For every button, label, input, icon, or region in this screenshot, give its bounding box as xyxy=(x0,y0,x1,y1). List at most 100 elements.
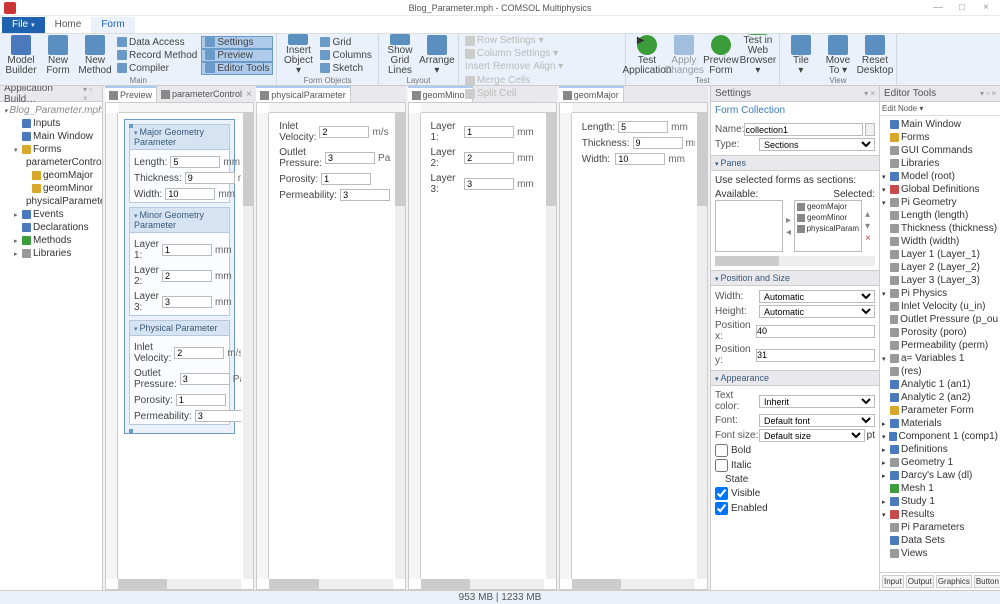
move-up-icon[interactable]: ▴ xyxy=(865,209,871,220)
form-canvas[interactable]: Length:mmThickness:mmWidth:mm xyxy=(559,102,708,590)
pos-header[interactable]: Position and Size xyxy=(711,270,879,286)
pos-select[interactable]: Automatic xyxy=(759,305,875,318)
tree-item[interactable]: Inputs xyxy=(2,117,100,130)
editor-tree-item[interactable]: Permeability (perm) xyxy=(882,339,998,352)
list-item[interactable]: geomMinor xyxy=(795,212,861,223)
minimize-icon[interactable]: — xyxy=(928,2,948,13)
new-method-button[interactable]: NewMethod xyxy=(77,34,113,76)
tree-item[interactable]: ▾Forms xyxy=(2,143,100,156)
app-select[interactable]: Default font xyxy=(759,414,875,427)
field-input[interactable] xyxy=(325,152,375,164)
model-builder-button[interactable]: ModelBuilder xyxy=(3,34,39,76)
settings-button[interactable]: Settings xyxy=(201,36,273,49)
tree-item[interactable]: geomMajor xyxy=(2,169,100,182)
reset-desktop-button[interactable]: ResetDesktop xyxy=(857,34,893,76)
field-input[interactable] xyxy=(464,152,514,164)
editor-tree-item[interactable]: ▾a= Variables 1 xyxy=(882,352,998,365)
editor-tree-item[interactable]: Layer 2 (Layer_2) xyxy=(882,261,998,274)
editor-footer-button[interactable]: Graphics xyxy=(936,575,972,588)
field-input[interactable] xyxy=(319,126,369,138)
tree-item[interactable]: parameterControl xyxy=(2,156,100,169)
maximize-icon[interactable]: □ xyxy=(952,2,972,13)
close-icon[interactable]: × xyxy=(976,2,996,13)
editor-tree-item[interactable]: ▾Results xyxy=(882,508,998,521)
tree-item[interactable]: ▾Blog_Parameter.mph (root) xyxy=(2,104,100,117)
tile-button[interactable]: Tile▾ xyxy=(783,34,819,76)
editor-tools-button[interactable]: Editor Tools xyxy=(201,62,273,75)
canvas-tab[interactable]: Preview xyxy=(105,86,157,102)
field-input[interactable] xyxy=(340,189,390,201)
field-input[interactable] xyxy=(633,137,683,149)
tree-item[interactable]: geomMinor xyxy=(2,182,100,195)
tab-home[interactable]: Home xyxy=(45,17,92,33)
canvas-tab[interactable]: physicalParameter xyxy=(256,86,351,102)
tab-form[interactable]: Form xyxy=(91,17,134,33)
list-item[interactable]: geomMajor xyxy=(795,201,861,212)
editor-tree-item[interactable]: Views xyxy=(882,547,998,560)
editor-footer-button[interactable]: Output xyxy=(906,575,934,588)
editor-tree-item[interactable]: (res) xyxy=(882,365,998,378)
field-input[interactable] xyxy=(615,153,665,165)
editor-tree-item[interactable]: Outlet Pressure (p_ou xyxy=(882,313,998,326)
field-input[interactable] xyxy=(162,270,212,282)
move-left-icon[interactable]: ◂ xyxy=(786,227,791,238)
field-input[interactable] xyxy=(162,296,212,308)
check[interactable] xyxy=(715,459,728,472)
editor-tree-item[interactable]: GUI Commands xyxy=(882,144,998,157)
editor-tree-item[interactable]: Length (length) xyxy=(882,209,998,222)
tree-item[interactable]: Main Window xyxy=(2,130,100,143)
preview-button[interactable]: Preview xyxy=(201,49,273,62)
editor-tree-item[interactable]: ▾Model (root) xyxy=(882,170,998,183)
field-input[interactable] xyxy=(170,156,220,168)
app-select[interactable]: Default size xyxy=(759,429,865,442)
editor-tree-item[interactable]: ▸Materials xyxy=(882,417,998,430)
editor-tree-item[interactable]: ▸Study 1 xyxy=(882,495,998,508)
tree-item[interactable]: ▸Events xyxy=(2,208,100,221)
type-select[interactable]: Sections xyxy=(759,138,875,151)
appearance-header[interactable]: Appearance xyxy=(711,370,879,386)
check[interactable] xyxy=(715,502,728,515)
form-canvas[interactable]: Inlet Velocity:m/sOutlet Pressure:PaPoro… xyxy=(256,102,405,590)
compiler-button[interactable]: Compiler xyxy=(114,62,200,75)
name-ico-button[interactable] xyxy=(865,123,875,136)
editor-tree-item[interactable]: ▸Definitions xyxy=(882,443,998,456)
canvas-tab[interactable]: parameterControl× xyxy=(157,86,257,102)
move-down-icon[interactable]: ▾ xyxy=(865,221,871,232)
apply-changes-button[interactable]: ApplyChanges xyxy=(666,34,702,76)
data-access-button[interactable]: Data Access xyxy=(114,36,200,49)
editor-footer-button[interactable]: Input xyxy=(882,575,904,588)
arrange-button[interactable]: Arrange▾ xyxy=(419,34,455,76)
editor-tree-item[interactable]: Layer 1 (Layer_1) xyxy=(882,248,998,261)
editor-tree-item[interactable]: Mesh 1 xyxy=(882,482,998,495)
sketch-button[interactable]: Sketch xyxy=(317,62,374,75)
insert-object-button[interactable]: InsertObject ▾ xyxy=(280,34,316,76)
tree-item[interactable]: Declarations xyxy=(2,221,100,234)
field-input[interactable] xyxy=(464,126,514,138)
editor-tree-item[interactable]: ▾Pi Physics xyxy=(882,287,998,300)
test-web-button[interactable]: Test in WebBrowser ▾ xyxy=(740,34,776,76)
available-listbox[interactable] xyxy=(715,200,783,252)
pos-input[interactable] xyxy=(756,325,875,338)
tree-item[interactable]: physicalParameter xyxy=(2,195,100,208)
move-right-icon[interactable]: ▸ xyxy=(786,215,791,226)
file-menu[interactable]: File xyxy=(2,17,45,33)
editor-tree-item[interactable]: Forms xyxy=(882,131,998,144)
tree-item[interactable]: ▸Libraries xyxy=(2,247,100,260)
editor-tree-item[interactable]: ▾Global Definitions xyxy=(882,183,998,196)
editor-tree-item[interactable]: Width (width) xyxy=(882,235,998,248)
editor-tree-item[interactable]: Thickness (thickness) xyxy=(882,222,998,235)
move-to-button[interactable]: MoveTo ▾ xyxy=(820,34,856,76)
editor-tree-item[interactable]: ▸Darcy's Law (dl) xyxy=(882,469,998,482)
editor-tree-item[interactable]: Pi Parameters xyxy=(882,521,998,534)
name-input[interactable] xyxy=(744,123,863,136)
editor-tree-item[interactable]: Data Sets xyxy=(882,534,998,547)
editor-tree-item[interactable]: Inlet Velocity (u_in) xyxy=(882,300,998,313)
app-select[interactable]: Inherit xyxy=(759,395,875,408)
app-tree[interactable]: ▾Blog_Parameter.mph (root) Inputs Main W… xyxy=(0,102,102,262)
form-canvas[interactable]: Layer 1:mmLayer 2:mmLayer 3:mm xyxy=(408,102,557,590)
editor-tree-item[interactable]: Main Window xyxy=(882,118,998,131)
field-input[interactable] xyxy=(618,121,668,133)
record-method-button[interactable]: Record Method xyxy=(114,49,200,62)
delete-icon[interactable]: × xyxy=(865,233,871,244)
editor-tree-item[interactable]: Libraries xyxy=(882,157,998,170)
